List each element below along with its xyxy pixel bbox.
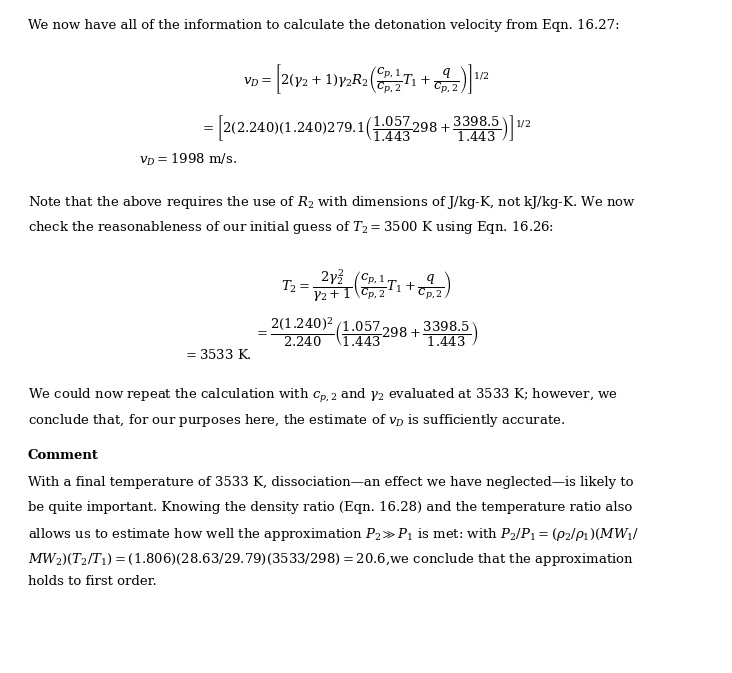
Text: $MW_2)(T_2/T_1) = (1.806)(28.63/29.79)(3533/298) = 20.6$,we conclude that the ap: $MW_2)(T_2/T_1) = (1.806)(28.63/29.79)(3… [28, 551, 634, 567]
Text: $= \dfrac{2(1.240)^2}{2.240}\left(\dfrac{1.057}{1.443}298 + \dfrac{3398.5}{1.443: $= \dfrac{2(1.240)^2}{2.240}\left(\dfrac… [253, 316, 479, 349]
Text: We now have all of the information to calculate the detonation velocity from Eqn: We now have all of the information to ca… [28, 19, 619, 32]
Text: $T_2 = \dfrac{2\gamma_2^2}{\gamma_2 + 1}\left(\dfrac{c_{p,1}}{c_{p,2}} T_1 + \df: $T_2 = \dfrac{2\gamma_2^2}{\gamma_2 + 1}… [280, 267, 452, 304]
Text: $= 3533$ K.: $= 3533$ K. [183, 348, 252, 362]
Text: $= \left[2(2.240)(1.240)279.1\left(\dfrac{1.057}{1.443}298 + \dfrac{3398.5}{1.44: $= \left[2(2.240)(1.240)279.1\left(\dfra… [201, 113, 531, 143]
Text: With a final temperature of 3533 K, dissociation—an effect we have neglected—is : With a final temperature of 3533 K, diss… [28, 476, 633, 489]
Text: holds to first order.: holds to first order. [28, 575, 157, 588]
Text: Comment: Comment [28, 449, 99, 462]
Text: We could now repeat the calculation with $c_{p,2}$ and $\gamma_2$ evaluated at 3: We could now repeat the calculation with… [28, 387, 618, 405]
Text: $v_D = \left[2(\gamma_2 + 1)\gamma_2 R_2 \left(\dfrac{c_{p,1}}{c_{p,2}} T_1 + \d: $v_D = \left[2(\gamma_2 + 1)\gamma_2 R_2… [243, 63, 489, 96]
Text: allows us to estimate how well the approximation $P_2 \gg P_1$ is met: with $P_2: allows us to estimate how well the appro… [28, 526, 639, 542]
Text: check the reasonableness of our initial guess of $T_2 = 3500$ K using Eqn. 16.26: check the reasonableness of our initial … [28, 219, 554, 236]
Text: be quite important. Knowing the density ratio (Eqn. 16.28) and the temperature r: be quite important. Knowing the density … [28, 501, 632, 513]
Text: Note that the above requires the use of $R_2$ with dimensions of J/kg-K, not kJ/: Note that the above requires the use of … [28, 194, 636, 211]
Text: $v_D = 1998$ m/s.: $v_D = 1998$ m/s. [139, 152, 237, 168]
Text: conclude that, for our purposes here, the estimate of $v_D$ is sufficiently accu: conclude that, for our purposes here, th… [28, 412, 565, 429]
